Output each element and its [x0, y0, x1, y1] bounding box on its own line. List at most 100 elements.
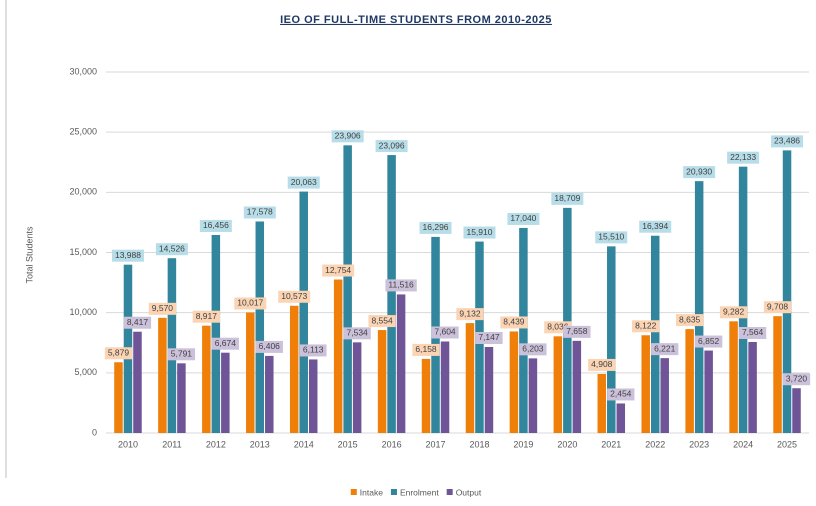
y-axis-label: Total Students [24, 226, 34, 284]
data-label-box [763, 301, 792, 314]
legend-swatch [390, 489, 397, 495]
data-label-text: 20,063 [291, 177, 317, 187]
data-label-text: 5,791 [171, 349, 193, 359]
x-tick-label: 2022 [645, 439, 665, 449]
data-label: 5,879 [104, 347, 133, 360]
bar [748, 341, 757, 433]
bar [421, 358, 431, 433]
bar [773, 316, 782, 433]
data-label-text: 13,988 [115, 250, 141, 260]
data-label-box [234, 297, 267, 310]
data-label-text: 9,282 [723, 307, 745, 317]
x-tick-label: 2013 [250, 439, 270, 449]
data-label-text: 6,158 [415, 344, 437, 354]
data-label-text: 20,930 [686, 166, 712, 176]
data-label: 16,296 [419, 221, 452, 234]
data-label-text: 15,510 [598, 232, 624, 242]
data-label-box [419, 221, 452, 234]
bar [343, 145, 352, 434]
x-tick-label: 2016 [382, 439, 402, 449]
data-label-text: 17,578 [247, 207, 273, 217]
data-label-box [375, 140, 408, 153]
bar [616, 403, 626, 433]
data-label-box [500, 316, 528, 329]
bar [352, 342, 362, 433]
data-label-box [676, 314, 704, 327]
data-label-text: 5,879 [108, 348, 130, 358]
bar [519, 227, 528, 433]
data-label-box [507, 212, 540, 225]
y-tick-label: 5,000 [74, 367, 97, 377]
data-label-box [123, 316, 152, 329]
x-tick-label: 2011 [162, 439, 181, 449]
data-label-text: 4,908 [591, 359, 613, 369]
data-label: 4,908 [588, 358, 616, 371]
x-tick-label: 2012 [206, 439, 226, 449]
data-label-box [727, 151, 760, 164]
bar [265, 355, 274, 433]
data-label: 6,113 [299, 344, 327, 357]
bar [114, 362, 123, 433]
data-label: 20,063 [287, 176, 320, 189]
data-label: 12,754 [322, 264, 355, 277]
bar [289, 305, 299, 433]
y-tick-label: 0 [92, 427, 97, 437]
data-label: 16,456 [199, 219, 232, 232]
x-tick-label: 2010 [118, 439, 138, 449]
data-label-box [639, 220, 672, 233]
data-label: 9,282 [719, 306, 748, 319]
x-tick-label: 2017 [426, 439, 446, 449]
bar [641, 335, 650, 433]
data-label-text: 23,486 [774, 136, 800, 146]
data-label-text: 9,132 [459, 308, 481, 318]
data-label: 8,417 [123, 316, 152, 329]
data-label: 16,394 [639, 220, 672, 233]
data-label-box [651, 343, 679, 356]
legend-swatch [350, 489, 357, 495]
bar [660, 358, 669, 433]
x-tick-label: 2025 [777, 439, 797, 449]
data-label: 7,147 [475, 331, 503, 344]
data-label-box [782, 373, 811, 386]
legend: Intake Enrolment Output [350, 487, 482, 497]
data-label: 14,526 [155, 243, 188, 256]
data-label: 23,096 [375, 140, 408, 153]
data-label: 7,564 [738, 326, 767, 339]
data-label-box [463, 226, 496, 239]
x-tick-label: 2014 [294, 439, 314, 449]
bar [465, 323, 475, 433]
data-label-text: 7,534 [347, 328, 369, 338]
data-label: 11,516 [385, 279, 417, 292]
data-label-text: 22,133 [730, 152, 756, 162]
data-label-box [155, 243, 188, 256]
bar [782, 150, 792, 433]
bar [211, 234, 221, 433]
data-label-text: 17,040 [510, 213, 536, 223]
data-label: 23,486 [771, 135, 804, 148]
legend-label: Intake [360, 487, 383, 497]
data-label-text: 8,122 [635, 321, 657, 331]
data-label: 17,040 [507, 212, 540, 225]
x-tick-label: 2015 [338, 439, 358, 449]
data-label: 5,791 [167, 348, 196, 361]
x-tick-label: 2024 [733, 439, 753, 449]
data-label-text: 7,604 [434, 327, 456, 337]
data-label-box [551, 192, 584, 205]
data-label-box [287, 176, 320, 189]
bar [396, 294, 406, 433]
data-label-box [104, 347, 133, 360]
data-label-text: 8,439 [503, 317, 525, 327]
y-tick-label: 20,000 [69, 187, 97, 197]
data-label-text: 3,720 [786, 373, 808, 383]
data-label: 15,910 [463, 226, 496, 239]
data-label-text: 6,113 [303, 345, 324, 355]
data-label-text: 23,096 [379, 140, 405, 150]
data-label-text: 6,203 [522, 344, 544, 354]
data-label-text: 18,709 [554, 193, 580, 203]
bar [650, 235, 660, 433]
data-label-box [738, 326, 767, 339]
data-label: 9,132 [456, 308, 484, 321]
data-label-box [456, 308, 484, 321]
data-label-box [607, 388, 635, 401]
data-label-text: 14,526 [159, 243, 185, 253]
